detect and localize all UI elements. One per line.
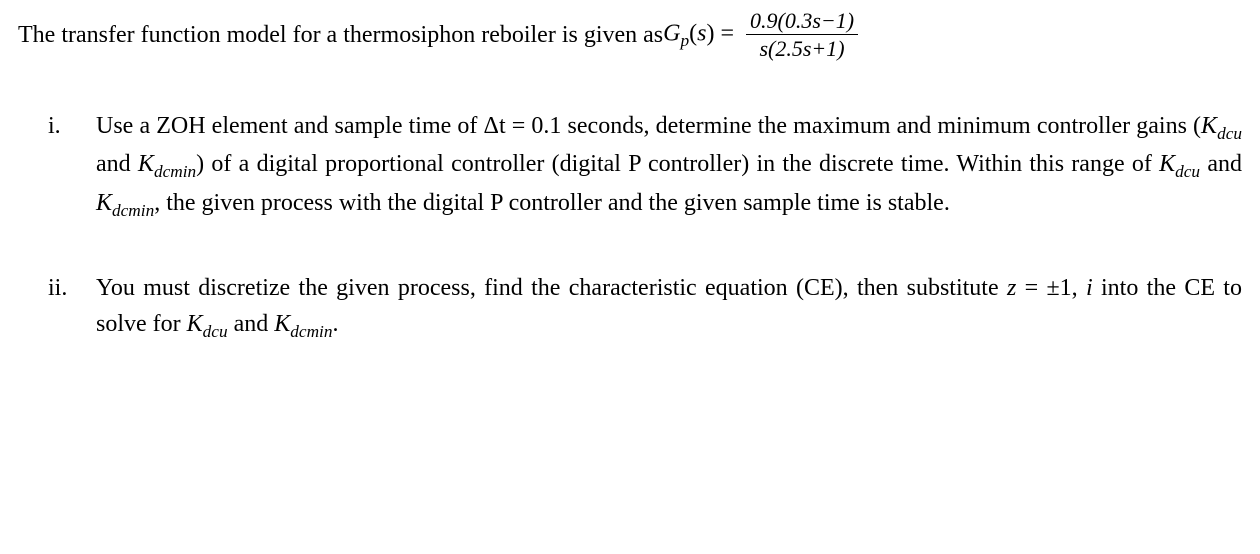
lhs-var: G	[663, 20, 680, 46]
lhs-paren-close: )	[706, 20, 714, 46]
intro-line: The transfer function model for a thermo…	[18, 8, 1242, 62]
text: Use a ZOH element and sample time of	[96, 113, 484, 139]
k-sub: dcmin	[290, 322, 332, 341]
k-var: K	[96, 190, 112, 216]
page: The transfer function model for a thermo…	[0, 0, 1260, 362]
transfer-function: Gp(s) = 0.9(0.3s−1) s(2.5s+1)	[663, 8, 858, 62]
delta-t: Δt	[484, 113, 506, 139]
k-var: K	[274, 311, 290, 337]
k-var: K	[187, 311, 203, 337]
list-item: i. Use a ZOH element and sample time of …	[18, 108, 1242, 224]
fraction: 0.9(0.3s−1) s(2.5s+1)	[746, 8, 858, 62]
text: and	[228, 311, 275, 337]
text: .	[332, 311, 338, 337]
item-body: Use a ZOH element and sample time of Δt …	[96, 108, 1242, 224]
text: and	[1200, 151, 1242, 177]
equals: =	[720, 20, 740, 46]
dt-eq: = 0.1	[506, 113, 568, 139]
i-var: i	[1086, 275, 1093, 301]
denominator: s(2.5s+1)	[755, 36, 848, 61]
item-body: You must discretize the given process, f…	[96, 270, 1242, 345]
k-var: K	[138, 151, 154, 177]
list-item: ii. You must discretize the given proces…	[18, 270, 1242, 345]
text: seconds, determine the maximum and minim…	[568, 113, 1202, 139]
item-marker: ii.	[18, 270, 96, 306]
text: and	[96, 151, 138, 177]
fraction-bar	[746, 34, 858, 35]
item-marker: i.	[18, 108, 96, 144]
k-sub: dcu	[1175, 162, 1200, 181]
k-sub: dcmin	[154, 162, 196, 181]
k-sub: dcu	[203, 322, 228, 341]
lhs-sub: p	[680, 31, 689, 50]
k-var: K	[1159, 151, 1175, 177]
k-sub: dcmin	[112, 201, 154, 220]
k-sub: dcu	[1217, 123, 1242, 142]
intro-text: The transfer function model for a thermo…	[18, 17, 663, 53]
z-var: z	[1007, 275, 1016, 301]
text: ) of a digital proportional controller (…	[196, 151, 1159, 177]
k-var: K	[1201, 113, 1217, 139]
numerator: 0.9(0.3s−1)	[746, 8, 858, 33]
z-eq: = ±1,	[1016, 275, 1086, 301]
lhs-paren: (	[689, 20, 697, 46]
text: , the given process with the digital P c…	[154, 190, 950, 216]
question-list: i. Use a ZOH element and sample time of …	[18, 108, 1242, 345]
text: You must discretize the given process, f…	[96, 275, 1007, 301]
